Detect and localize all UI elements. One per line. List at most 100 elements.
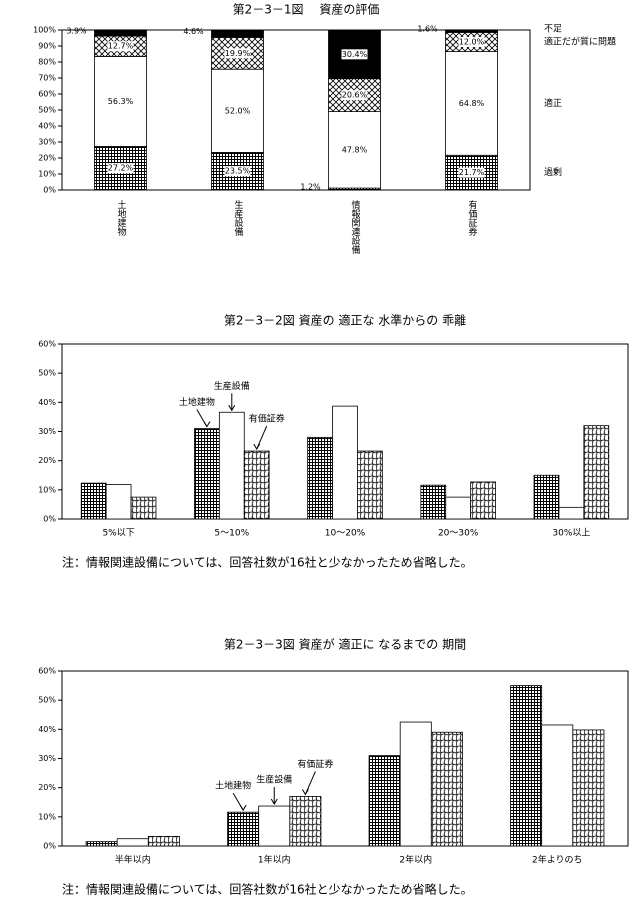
y-tick-label: 40% bbox=[38, 725, 56, 734]
annotation: 土地建物 bbox=[215, 780, 251, 792]
annotation-arrowhead bbox=[228, 404, 236, 412]
series-label: 適正だが質に問題 bbox=[544, 36, 616, 48]
bar bbox=[147, 835, 180, 847]
annotation: 土地建物 bbox=[179, 396, 215, 408]
annotation: 有価証券 bbox=[297, 758, 333, 770]
label-bg bbox=[341, 90, 368, 101]
x-tick-label: 30%以上 bbox=[552, 528, 590, 539]
bar bbox=[105, 484, 132, 520]
label-bg bbox=[224, 166, 251, 177]
bar bbox=[368, 755, 401, 847]
y-tick-label: 60% bbox=[38, 340, 56, 349]
label-bg bbox=[341, 49, 368, 60]
bar bbox=[558, 506, 585, 520]
bar bbox=[399, 721, 432, 847]
label-bg bbox=[224, 48, 251, 59]
bar bbox=[130, 496, 157, 520]
y-tick-label: 80% bbox=[38, 58, 56, 67]
value-label: 12.0% bbox=[459, 38, 485, 47]
label-bg bbox=[224, 105, 251, 116]
x-tick-label: 20～30% bbox=[438, 529, 479, 539]
annotation-arrowhead bbox=[301, 789, 309, 796]
bar bbox=[445, 496, 472, 520]
y-tick-label: 20% bbox=[38, 154, 56, 163]
value-label: 27.2% bbox=[108, 164, 134, 173]
y-tick-label: 10% bbox=[38, 170, 56, 179]
y-tick-label: 60% bbox=[38, 667, 56, 676]
label-bg bbox=[107, 96, 134, 107]
note: 注：情報関連設備については、回答社数が16社と少なかったため省略した。 bbox=[62, 882, 473, 897]
x-tick-label: 生産設備 bbox=[233, 199, 244, 237]
bar-segment bbox=[94, 29, 147, 37]
value-label: 4.6% bbox=[183, 27, 204, 36]
series-label: 不足 bbox=[544, 24, 562, 35]
note: 注：情報関連設備については、回答社数が16社と少なかったため省略した。 bbox=[62, 555, 473, 570]
bar bbox=[533, 474, 560, 520]
annotation-arrowhead bbox=[270, 798, 278, 806]
bar bbox=[510, 685, 543, 847]
annotation: 生産設備 bbox=[214, 380, 250, 392]
label-bg bbox=[107, 41, 134, 52]
bar bbox=[307, 436, 333, 520]
bar bbox=[420, 484, 447, 520]
x-tick-label: 5～10% bbox=[214, 529, 249, 539]
bar bbox=[572, 729, 605, 847]
y-tick-label: 0% bbox=[43, 515, 56, 524]
y-tick-label: 40% bbox=[38, 398, 56, 407]
y-tick-label: 30% bbox=[38, 138, 56, 147]
bar bbox=[227, 811, 260, 847]
value-label: 20.6% bbox=[342, 91, 368, 100]
y-tick-label: 10% bbox=[38, 812, 56, 821]
annotation: 有価証券 bbox=[249, 413, 285, 425]
y-tick-label: 10% bbox=[38, 485, 56, 494]
label-bg bbox=[458, 37, 485, 47]
value-label: 30.4% bbox=[342, 50, 368, 59]
value-label: 1.2% bbox=[300, 183, 321, 192]
y-tick-label: 50% bbox=[38, 369, 56, 378]
series-label: 適正 bbox=[544, 97, 562, 109]
label-bg bbox=[458, 98, 485, 109]
bar-segment bbox=[211, 29, 264, 38]
label-bg bbox=[107, 163, 134, 174]
value-label: 3.9% bbox=[66, 26, 87, 35]
bar bbox=[357, 450, 383, 520]
value-label: 19.9% bbox=[225, 49, 251, 58]
x-tick-label: 5%以下 bbox=[102, 529, 134, 539]
y-tick-label: 70% bbox=[38, 74, 56, 83]
bar bbox=[583, 425, 610, 520]
y-tick-label: 30% bbox=[38, 754, 56, 763]
bar bbox=[258, 805, 291, 847]
bar bbox=[332, 405, 358, 520]
bar bbox=[470, 481, 496, 520]
bar bbox=[430, 731, 463, 847]
x-tick-label: 10～20% bbox=[325, 529, 366, 539]
series-label: 過剰 bbox=[544, 166, 562, 178]
x-tick-label: 半年以内 bbox=[115, 854, 151, 866]
y-tick-label: 100% bbox=[33, 26, 56, 35]
bar bbox=[218, 411, 245, 520]
bar bbox=[243, 450, 270, 520]
value-label: 52.0% bbox=[225, 106, 251, 115]
chart-title: 第2－3－3図 資産が 適正に なるまでの 期間 bbox=[224, 637, 466, 652]
y-tick-label: 30% bbox=[38, 427, 56, 436]
annotation-arrowhead bbox=[203, 421, 211, 428]
bar bbox=[541, 724, 574, 847]
x-tick-label: 1年以内 bbox=[258, 854, 291, 866]
y-tick-label: 50% bbox=[38, 106, 56, 115]
chart-title: 第2－3－2図 資産の 適正な 水準からの 乖離 bbox=[224, 313, 466, 328]
x-tick-label: 土地建物 bbox=[116, 199, 127, 237]
y-tick-label: 20% bbox=[38, 456, 56, 465]
annotation-arrowhead bbox=[253, 443, 261, 451]
value-label: 21.7% bbox=[459, 168, 485, 177]
y-tick-label: 20% bbox=[38, 783, 56, 792]
value-label: 12.7% bbox=[108, 42, 134, 51]
y-tick-label: 60% bbox=[38, 90, 56, 99]
chart-title: 第2－3－1図 資産の評価 bbox=[233, 2, 380, 17]
bar-segment bbox=[445, 29, 498, 33]
bar bbox=[289, 796, 322, 847]
x-tick-label: 有価証券 bbox=[467, 199, 478, 237]
x-tick-label: 情報関連設備 bbox=[350, 199, 361, 255]
bar bbox=[80, 482, 107, 520]
bar bbox=[194, 428, 220, 520]
